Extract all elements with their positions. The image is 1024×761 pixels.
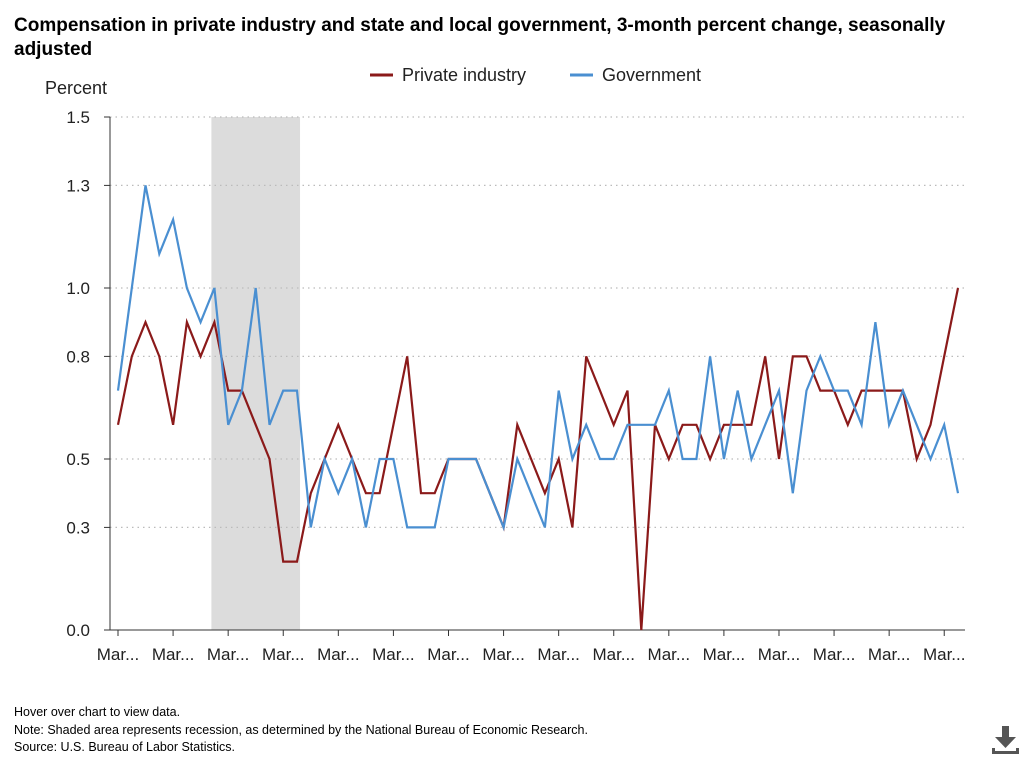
- y-tick-label: 0.3: [66, 518, 90, 537]
- x-tick-label: Mar...: [648, 645, 691, 664]
- x-tick-label: Mar...: [207, 645, 250, 664]
- series-line-private[interactable]: [116, 287, 960, 631]
- x-tick-label: Mar...: [923, 645, 966, 664]
- y-tick-label: 1.0: [66, 279, 90, 298]
- hover-hint: Hover over chart to view data.: [14, 705, 181, 719]
- legend-label-government: Government: [602, 65, 701, 85]
- x-tick-label: Mar...: [317, 645, 360, 664]
- legend-label-private: Private industry: [402, 65, 526, 85]
- series-lines[interactable]: [116, 185, 960, 631]
- download-icon: [992, 726, 1019, 754]
- chart-title: Compensation in private industry and sta…: [14, 15, 946, 60]
- footnotes: Hover over chart to view data. Note: Sha…: [14, 704, 588, 757]
- y-axis-title: Percent: [45, 78, 107, 98]
- x-tick-label: Mar...: [482, 645, 525, 664]
- recession-note: Note: Shaded area represents recession, …: [14, 722, 588, 737]
- x-axis: Mar... Mar... Mar... Mar... Mar... Mar... Mar.…: [97, 629, 966, 664]
- x-tick-label: Mar...: [703, 645, 746, 664]
- x-tick-label: Mar...: [152, 645, 195, 664]
- y-axis: 0.0 0.3 0.5 0.8 1.0 1.3 1.5: [66, 108, 111, 640]
- x-tick-label: Mar...: [868, 645, 911, 664]
- x-tick-label: Mar...: [427, 645, 470, 664]
- x-tick-label: Mar...: [813, 645, 856, 664]
- x-tick-label: Mar...: [97, 645, 140, 664]
- series-line-government[interactable]: [116, 185, 960, 532]
- y-tick-label: 0.5: [66, 450, 90, 469]
- legend[interactable]: Private industry Government: [370, 65, 701, 85]
- recession-layer: [211, 117, 301, 630]
- y-tick-label: 0.0: [66, 621, 90, 640]
- x-tick-label: Mar...: [537, 645, 580, 664]
- download-button[interactable]: [989, 722, 1023, 756]
- y-tick-label: 0.8: [66, 347, 90, 366]
- legend-item-government[interactable]: Government: [570, 65, 701, 85]
- line-chart[interactable]: 0.00.30.50.81.01.31.5 Mar... Mar... Mar...…: [0, 0, 1024, 700]
- source-note: Source: U.S. Bureau of Labor Statistics.: [14, 740, 235, 754]
- y-tick-label: 1.3: [66, 176, 90, 195]
- x-tick-label: Mar...: [758, 645, 801, 664]
- recession-shade: [211, 117, 301, 630]
- x-tick-label: Mar...: [592, 645, 635, 664]
- y-tick-label: 1.5: [66, 108, 90, 127]
- legend-item-private[interactable]: Private industry: [370, 65, 526, 85]
- x-tick-label: Mar...: [372, 645, 415, 664]
- x-tick-label: Mar...: [262, 645, 305, 664]
